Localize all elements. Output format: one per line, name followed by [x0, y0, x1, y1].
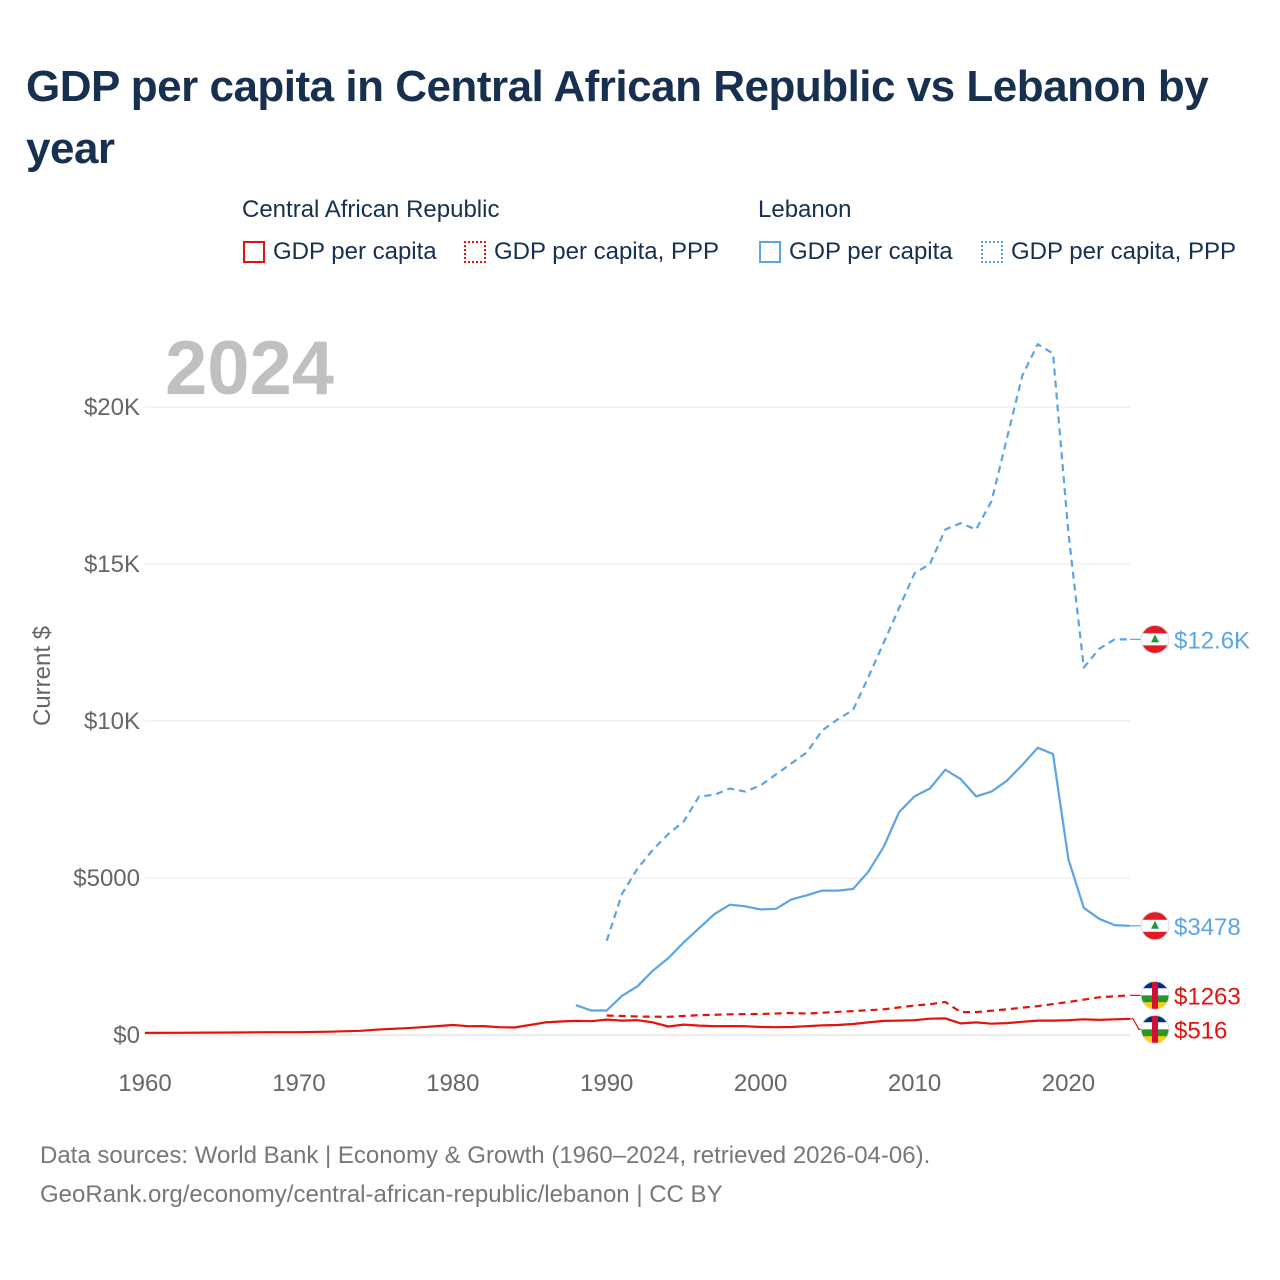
- end-value-label: $12.6K: [1174, 627, 1250, 654]
- end-value-label: $3478: [1174, 914, 1241, 941]
- x-tick-label: 1990: [580, 1070, 633, 1097]
- data-source-note: Data sources: World Bank | Economy & Gro…: [40, 1136, 930, 1214]
- y-axis-ticks: $0 $5000 $10K $15K $20K: [73, 394, 140, 1049]
- legend-swatch-car-gdp: [243, 241, 265, 263]
- series-lines: [144, 343, 1131, 1034]
- legend-label-lebanon-ppp: GDP per capita, PPP: [1011, 238, 1236, 265]
- x-tick-label: 2010: [888, 1070, 941, 1097]
- x-tick-label: 1970: [272, 1070, 325, 1097]
- series-line-lebanon-solid: [575, 746, 1131, 1012]
- flag-outline: [1140, 980, 1170, 1010]
- end-value-label: $516: [1174, 1017, 1227, 1044]
- legend-item-car-ppp[interactable]: GDP per capita, PPP: [464, 238, 719, 266]
- y-tick-label: $0: [113, 1022, 140, 1049]
- lebanon-flag-icon: [1140, 911, 1170, 941]
- flag-outline: [1140, 624, 1170, 654]
- legend-item-lebanon-ppp[interactable]: GDP per capita, PPP: [981, 238, 1236, 266]
- y-tick-label: $5000: [73, 865, 140, 892]
- legend-swatch-lebanon-gdp: [759, 241, 781, 263]
- x-tick-label: 2020: [1042, 1070, 1095, 1097]
- x-tick-label: 2000: [734, 1070, 787, 1097]
- flag-cedar: [1151, 634, 1159, 643]
- y-tick-label: $15K: [84, 551, 140, 578]
- series-line-lebanon-dashed: [605, 343, 1130, 942]
- year-watermark: 2024: [165, 326, 334, 411]
- y-axis-label: Current $: [29, 626, 56, 726]
- series-line-car-dashed: [606, 994, 1131, 1018]
- legend-swatch-lebanon-ppp: [981, 241, 1003, 263]
- y-tick-label: $10K: [84, 708, 140, 735]
- car-flag-icon: [1140, 980, 1170, 1010]
- flag-fill: [1141, 625, 1169, 654]
- legend-group-car: Central African Republic: [242, 196, 500, 223]
- x-tick-label: 1980: [426, 1070, 479, 1097]
- legend-swatch-car-ppp: [464, 241, 486, 263]
- flag-cedar: [1151, 920, 1159, 929]
- flag-fill: [1141, 981, 1169, 1010]
- flag-red-band: [1152, 981, 1158, 1010]
- flag-fill: [1141, 1015, 1169, 1044]
- y-tick-label: $20K: [84, 394, 140, 421]
- legend-label-car-ppp: GDP per capita, PPP: [494, 238, 719, 265]
- lebanon-flag-icon: [1140, 624, 1170, 654]
- legend-label-lebanon-gdp: GDP per capita: [789, 238, 953, 265]
- flag-outline: [1140, 911, 1170, 941]
- end-connector-car: [1130, 1018, 1141, 1030]
- legend-item-car-gdp[interactable]: GDP per capita: [243, 238, 437, 266]
- car-flag-icon: [1140, 1014, 1170, 1044]
- end-markers: $12.6K $3478 $1263 $516: [1130, 624, 1250, 1044]
- flag-outline: [1140, 1014, 1170, 1044]
- legend-item-lebanon-gdp[interactable]: GDP per capita: [759, 238, 953, 266]
- source-line-1: Data sources: World Bank | Economy & Gro…: [40, 1142, 931, 1169]
- end-value-label: $1263: [1174, 983, 1241, 1010]
- legend-label-car-gdp: GDP per capita: [273, 238, 437, 265]
- series-line-car-solid: [144, 1017, 1131, 1034]
- flag-fill: [1141, 911, 1169, 940]
- chart-title: GDP per capita in Central African Republ…: [26, 62, 1209, 173]
- legend-group-lebanon: Lebanon: [758, 196, 852, 223]
- source-line-2: GeoRank.org/economy/central-african-repu…: [40, 1181, 723, 1208]
- x-tick-label: 1960: [118, 1070, 171, 1097]
- flag-red-band: [1152, 1015, 1158, 1044]
- gridlines: [145, 406, 1130, 1036]
- x-axis-ticks: 1960 1970 1980 1990 2000 2010 2020: [118, 1070, 1095, 1097]
